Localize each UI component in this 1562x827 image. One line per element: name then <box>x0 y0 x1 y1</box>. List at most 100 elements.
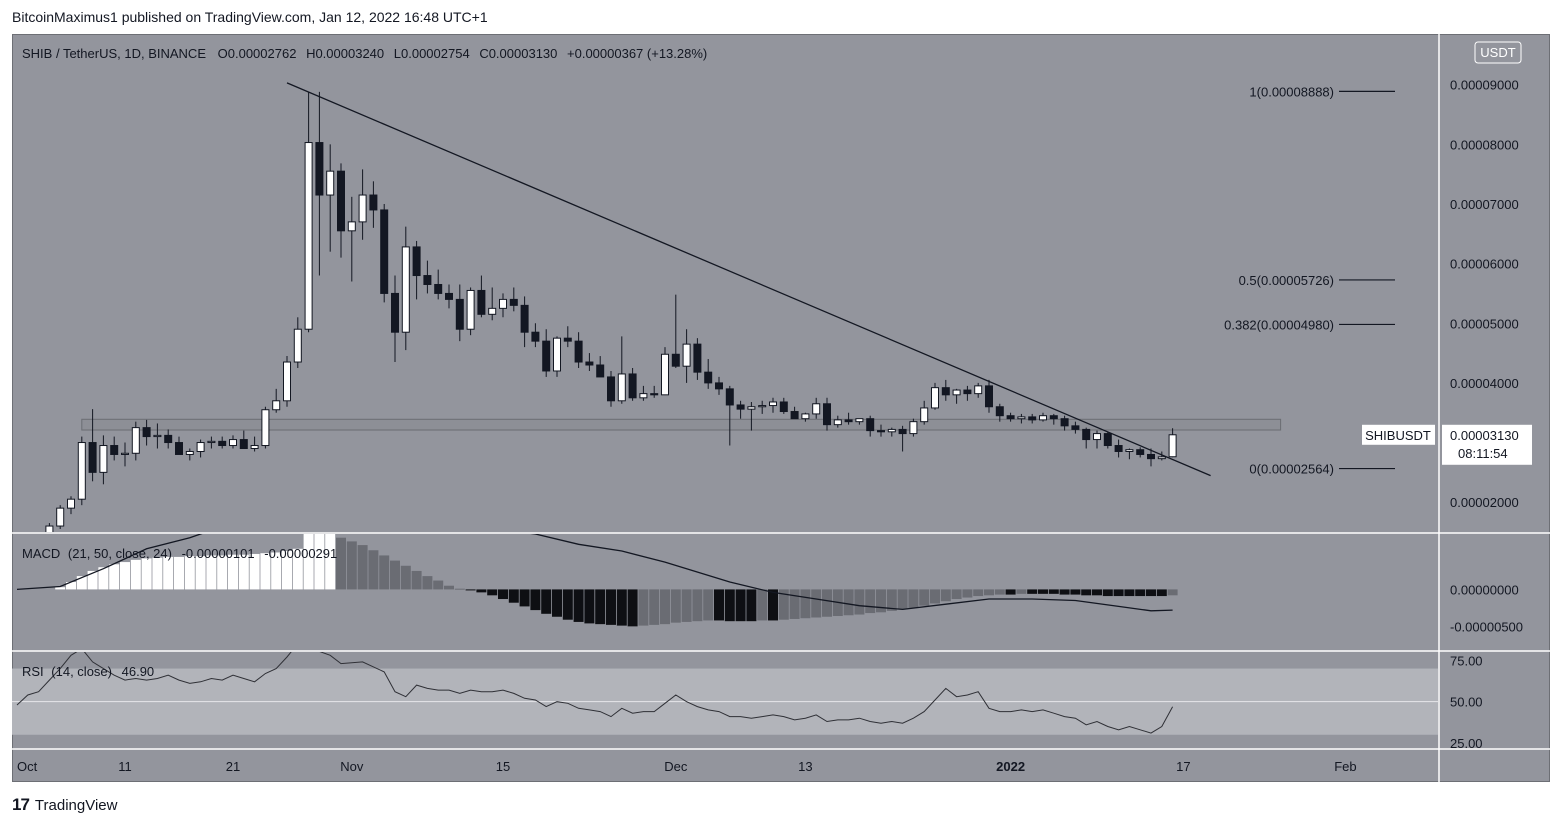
legend-open: 0.00002762 <box>228 46 297 61</box>
macd-bar <box>789 589 800 619</box>
price-axis-tick: 0.00009000 <box>1450 78 1519 93</box>
macd-bar <box>346 541 357 590</box>
candle <box>401 226 410 351</box>
candle-body <box>812 403 821 415</box>
candle <box>1114 439 1123 458</box>
trendline-layer <box>286 82 1211 477</box>
candle-body <box>1006 415 1015 420</box>
candle-body <box>855 418 864 423</box>
candle-body <box>164 434 173 444</box>
candle-body <box>347 221 356 232</box>
candle-body <box>563 337 572 342</box>
macd-bar <box>1081 589 1092 596</box>
candle <box>261 406 270 449</box>
macd-bar <box>271 552 282 590</box>
candle-body <box>315 142 324 196</box>
descending-trendline[interactable] <box>286 82 1211 477</box>
candle <box>682 329 691 383</box>
candle <box>164 429 173 449</box>
macd-bar <box>1146 589 1156 597</box>
price-tag: SHIBUSDT 0.00003130 08:11:54 <box>1362 424 1532 465</box>
candle-body <box>520 304 529 333</box>
macd-bar <box>616 589 627 626</box>
candle <box>391 275 399 363</box>
time-axis-label: Nov <box>340 759 364 774</box>
macd-bar <box>843 589 854 616</box>
fib-levels-layer: 1(0.00008888) 0.5(0.00005726) 0.382(0.0000… <box>1224 84 1395 477</box>
candle <box>1028 413 1037 424</box>
macd-bar <box>357 545 368 590</box>
candle-body <box>142 427 151 438</box>
candle-body <box>596 364 605 378</box>
macd-bar <box>130 559 141 590</box>
macd-bar <box>1059 589 1070 595</box>
macd-bar <box>584 589 595 624</box>
candle-body <box>488 307 497 315</box>
macd-bar <box>606 589 616 625</box>
macd-signal-line <box>16 534 1173 612</box>
macd-bar <box>444 585 454 590</box>
chart-canvas[interactable]: 1(0.00008888) 0.5(0.00005726) 0.382(0.0000… <box>12 34 1550 782</box>
time-axis-label: Dec <box>664 759 688 774</box>
macd-bar <box>195 556 206 590</box>
macd-bar <box>260 553 271 590</box>
candle-body <box>1060 418 1069 427</box>
candle-body <box>326 170 335 196</box>
candle-body <box>801 413 810 420</box>
candle <box>207 436 216 449</box>
macd-params: (21, 50, close, 24) <box>68 546 172 561</box>
candle <box>941 379 950 401</box>
candle <box>445 284 453 309</box>
candle-body <box>963 389 972 395</box>
candle-body <box>272 400 281 411</box>
currency-badge-text: USDT <box>1480 45 1515 60</box>
candle-body <box>1114 445 1123 452</box>
macd-value-2: -0.00000291 <box>264 546 337 561</box>
candle <box>175 436 183 455</box>
candle <box>477 275 486 318</box>
rsi-axis-tick: 25.00 <box>1450 736 1483 751</box>
currency-badge[interactable]: USDT <box>1474 41 1522 64</box>
candle <box>380 203 389 303</box>
macd-bar <box>649 589 660 625</box>
time-axis-label: 15 <box>496 759 510 774</box>
macd-bar <box>876 589 886 613</box>
macd-bar <box>962 589 973 598</box>
legend-symbol: SHIB / TetherUS, 1D, BINANCE <box>22 46 206 61</box>
candle <box>758 400 767 414</box>
candle-body <box>1147 453 1155 460</box>
macd-bar <box>994 589 1005 595</box>
candle-body <box>185 450 194 455</box>
rsi-name: RSI <box>22 664 44 679</box>
macd-bar <box>778 589 789 620</box>
macd-bar <box>638 589 649 626</box>
candle-body <box>779 401 788 413</box>
macd-bar <box>109 564 120 590</box>
candle-body <box>1168 434 1177 458</box>
candle <box>661 347 669 396</box>
candle <box>963 385 972 401</box>
macd-bar <box>541 589 552 614</box>
candle <box>1071 421 1080 434</box>
macd-bar <box>1016 589 1027 594</box>
candle <box>995 403 1004 422</box>
candle <box>488 287 497 321</box>
candle-body <box>920 407 929 423</box>
macd-bar <box>411 570 422 590</box>
candle <box>153 423 162 449</box>
candle-body <box>1093 433 1101 441</box>
candle-body <box>110 445 119 455</box>
macd-bar <box>530 589 541 611</box>
candle <box>347 196 356 282</box>
macd-bar <box>811 589 822 618</box>
macd-bar <box>152 557 163 590</box>
candle <box>337 163 345 258</box>
candle-body <box>607 376 615 402</box>
macd-bar <box>897 589 908 610</box>
macd-bar <box>919 589 930 606</box>
macd-bar <box>519 589 530 607</box>
candle-body <box>747 406 756 410</box>
candle <box>812 397 821 419</box>
macd-bar <box>865 589 876 614</box>
fib-level-label: 0(0.00002564) <box>1249 462 1334 477</box>
